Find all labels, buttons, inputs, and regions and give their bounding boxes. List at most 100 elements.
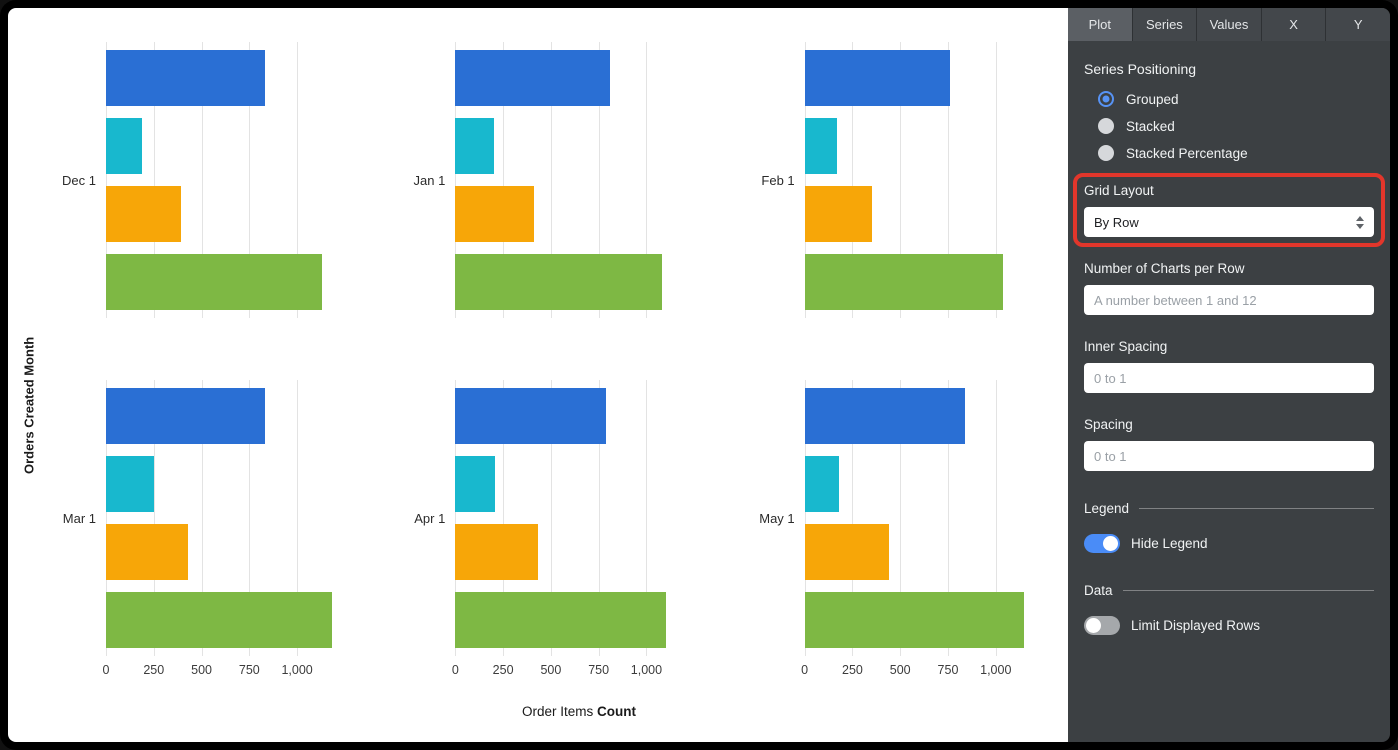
x-axis-ticks: 0 250 500 750 1,000 xyxy=(801,656,1034,680)
toggle-knob xyxy=(1086,618,1101,633)
bar-group xyxy=(804,42,1034,318)
toggle-knob xyxy=(1103,536,1118,551)
chart-row-label: Feb 1 xyxy=(761,172,795,188)
tab-series[interactable]: Series xyxy=(1132,8,1197,41)
tab-values[interactable]: Values xyxy=(1197,8,1261,41)
mini-plot: 0 250 500 750 1,000 xyxy=(801,380,1034,677)
gridline xyxy=(249,42,251,318)
main-content: Orders Created Month Dec 1 Jan 1 Feb 1 Mar … xyxy=(8,8,1390,742)
gridline xyxy=(852,380,854,656)
bar-series-0 xyxy=(804,50,950,106)
radio-selected-icon[interactable] xyxy=(1098,91,1114,107)
x-axis-ticks: 0 250 500 750 1,000 xyxy=(102,656,335,680)
bar-series-3 xyxy=(804,254,1004,310)
chart-canvas: Orders Created Month Dec 1 Jan 1 Feb 1 Mar … xyxy=(8,8,1068,742)
tab-x[interactable]: X xyxy=(1261,8,1326,41)
mini-plot: 0 250 500 750 1,000 xyxy=(452,380,684,677)
tick-label: 750 xyxy=(937,663,959,677)
tick-label: 1,000 xyxy=(630,663,663,677)
tick-label: 500 xyxy=(889,663,911,677)
legend-section-header: Legend xyxy=(1084,501,1374,516)
gridline xyxy=(995,42,997,318)
bar-series-0 xyxy=(106,50,265,106)
bar-series-3 xyxy=(455,254,662,310)
bar-series-3 xyxy=(455,592,666,648)
bar-series-2 xyxy=(106,524,189,580)
mini-chart: Feb 1 xyxy=(749,42,1034,318)
bar-series-0 xyxy=(455,388,607,444)
tick-label: 250 xyxy=(492,663,514,677)
legend-section-label: Legend xyxy=(1084,501,1130,516)
tick-label: 750 xyxy=(238,663,260,677)
mini-plot xyxy=(106,42,335,318)
mini-chart: Dec 1 xyxy=(50,42,335,318)
gridline xyxy=(201,380,203,656)
bar-series-3 xyxy=(106,254,322,310)
bar-group xyxy=(804,380,1034,656)
hide-legend-toggle[interactable] xyxy=(1084,534,1120,553)
chart-row-label: May 1 xyxy=(759,510,795,526)
gridline xyxy=(106,42,107,318)
mini-plot: 0 250 500 750 1,000 xyxy=(103,380,335,677)
bar-series-2 xyxy=(804,186,872,242)
tab-plot[interactable]: Plot xyxy=(1068,8,1132,41)
tick-label: 0 xyxy=(801,663,809,677)
gridline xyxy=(804,42,806,318)
panel-tabs: Plot Series Values X Y xyxy=(1068,8,1390,41)
radio-label: Stacked Percentage xyxy=(1126,145,1248,161)
radio-unselected-icon[interactable] xyxy=(1098,145,1114,161)
inner-spacing-label: Inner Spacing xyxy=(1084,339,1168,354)
gridline xyxy=(804,380,806,656)
small-multiples-grid: Dec 1 Jan 1 Feb 1 Mar 1 0 250 500 750 1,000 Apr 1… xyxy=(50,8,1068,677)
gridline xyxy=(646,42,648,318)
charts-per-row-label: Number of Charts per Row xyxy=(1084,261,1245,276)
bar-group xyxy=(106,380,335,656)
gridline xyxy=(947,380,949,656)
updown-arrows-icon xyxy=(1356,215,1364,229)
mini-plot xyxy=(804,42,1034,318)
gridline xyxy=(947,42,949,318)
mini-chart: Mar 1 0 250 500 750 1,000 xyxy=(50,380,335,677)
mini-chart: May 1 0 250 500 750 1,000 xyxy=(749,380,1034,677)
bar-series-2 xyxy=(455,524,538,580)
tab-y[interactable]: Y xyxy=(1326,8,1390,41)
bar-series-2 xyxy=(106,186,181,242)
series-positioning-label: Series Positioning xyxy=(1084,61,1197,77)
mini-chart: Apr 1 0 250 500 750 1,000 xyxy=(399,380,684,677)
gridline xyxy=(995,380,997,656)
limit-displayed-rows-label: Limit Displayed Rows xyxy=(1131,618,1261,633)
gridline xyxy=(550,380,552,656)
bar-series-1 xyxy=(106,118,143,174)
radio-option-stacked[interactable]: Stacked xyxy=(1084,118,1374,134)
tick-label: 0 xyxy=(102,663,110,677)
grid-layout-label: Grid Layout xyxy=(1084,183,1154,198)
tick-label: 500 xyxy=(191,663,212,677)
spacing-label: Spacing xyxy=(1084,417,1133,432)
y-axis-label: Orders Created Month xyxy=(21,336,37,474)
gridline xyxy=(900,42,902,318)
bar-series-1 xyxy=(804,118,838,174)
grid-layout-select[interactable]: By Row xyxy=(1084,207,1374,237)
inner-spacing-input[interactable] xyxy=(1084,363,1374,393)
gridline xyxy=(900,380,902,656)
x-axis-ticks: 0 250 500 750 1,000 xyxy=(452,656,684,680)
gridline xyxy=(297,380,299,656)
mini-plot xyxy=(455,42,684,318)
gridline xyxy=(249,380,251,656)
charts-per-row-input[interactable] xyxy=(1084,285,1374,315)
radio-option-stacked-percentage[interactable]: Stacked Percentage xyxy=(1084,145,1374,161)
inner-spacing-group: Inner Spacing xyxy=(1084,339,1374,393)
radio-label: Stacked xyxy=(1126,118,1175,134)
radio-option-grouped[interactable]: Grouped xyxy=(1084,91,1374,107)
chart-row-label: Apr 1 xyxy=(414,510,446,526)
bar-group xyxy=(106,42,335,318)
bar-series-0 xyxy=(106,388,265,444)
gridline xyxy=(598,42,600,318)
radio-unselected-icon[interactable] xyxy=(1098,118,1114,134)
bar-series-2 xyxy=(804,524,889,580)
limit-displayed-rows-toggle[interactable] xyxy=(1084,616,1120,635)
spacing-input[interactable] xyxy=(1084,441,1374,471)
grid-layout-group: Grid Layout By Row xyxy=(1073,173,1385,247)
chart-grid-wrap: Dec 1 Jan 1 Feb 1 Mar 1 0 250 500 750 1,000 Apr 1… xyxy=(50,8,1068,742)
chart-row-label: Mar 1 xyxy=(62,510,96,526)
